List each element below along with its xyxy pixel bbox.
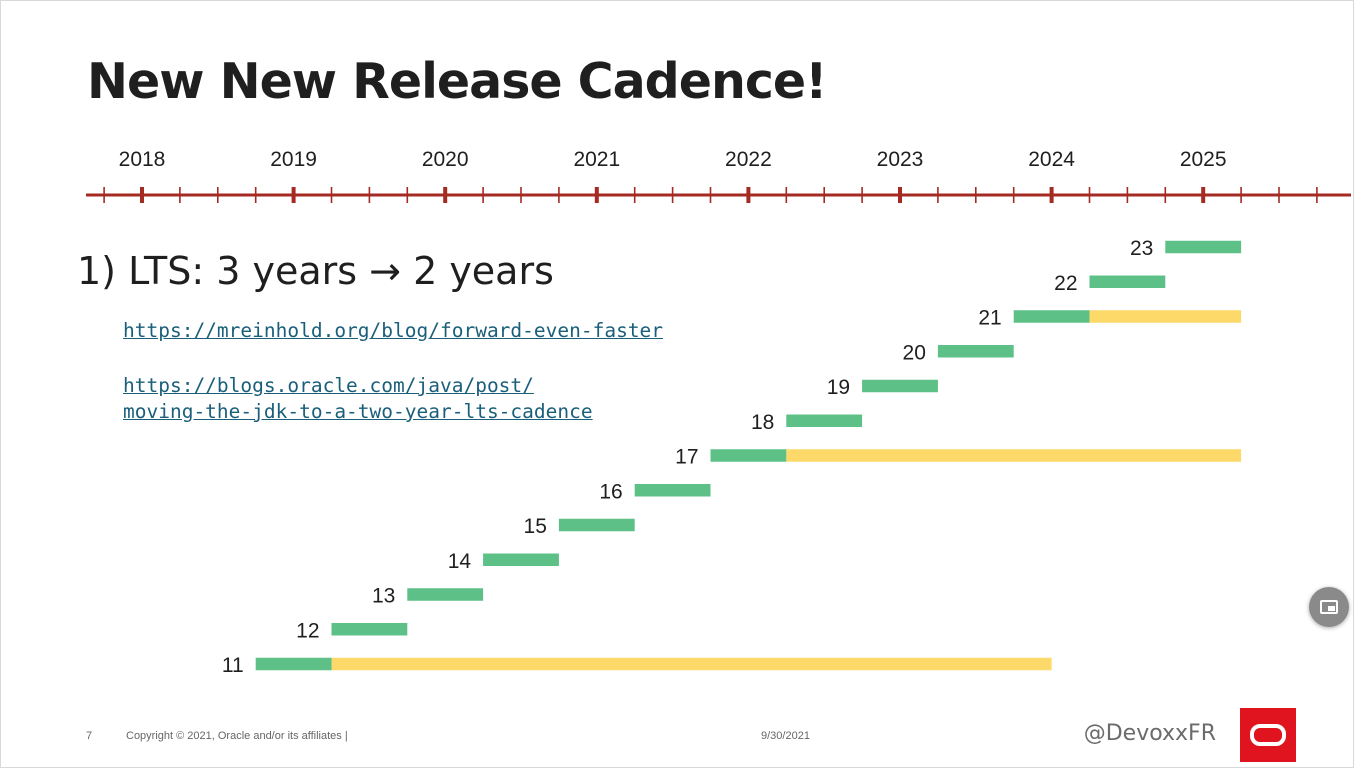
release-version-label: 17 <box>675 446 698 469</box>
copyright-text: Copyright © 2021, Oracle and/or its affi… <box>126 730 348 742</box>
release-bar <box>331 623 408 636</box>
release-bar <box>862 379 938 393</box>
lts-support-bar <box>786 449 1242 462</box>
release-bar <box>255 657 332 671</box>
picture-in-picture-button[interactable] <box>1309 587 1349 627</box>
twitter-handle: @DevoxxFR <box>1083 721 1216 746</box>
release-version-label: 12 <box>296 619 319 642</box>
slide-title: New New Release Cadence! <box>87 53 827 110</box>
link-two-year-lts-line1[interactable]: https://blogs.oracle.com/java/post/ <box>123 374 534 397</box>
release-bar <box>1165 240 1242 254</box>
release-version-label: 23 <box>1130 237 1153 260</box>
year-tick-label: 2019 <box>270 148 317 171</box>
release-bar <box>710 449 787 462</box>
release-version-label: 14 <box>448 550 472 573</box>
page-number: 7 <box>86 730 93 742</box>
release-bar <box>558 518 635 532</box>
release-bar <box>1089 275 1166 288</box>
release-bar <box>407 588 484 601</box>
release-version-label: 13 <box>372 585 395 608</box>
year-tick-label: 2025 <box>1180 148 1227 171</box>
year-tick-label: 2020 <box>422 148 469 171</box>
release-timeline-chart: 2018 2019 2020 2021 2022 2023 2024 202511121314… <box>86 148 1351 677</box>
picture-in-picture-icon <box>1320 600 1338 614</box>
release-version-label: 22 <box>1054 272 1077 295</box>
year-tick-label: 2024 <box>1028 148 1075 171</box>
lts-heading: 1) LTS: 3 years → 2 years <box>77 249 554 293</box>
release-version-label: 15 <box>524 515 547 538</box>
slide-date: 9/30/2021 <box>761 730 810 742</box>
release-version-label: 11 <box>222 654 244 677</box>
link-forward-even-faster[interactable]: https://mreinhold.org/blog/forward-even-… <box>123 319 664 342</box>
oracle-logo-icon <box>1240 708 1296 762</box>
lts-support-bar <box>331 657 1052 671</box>
release-version-label: 19 <box>827 376 850 399</box>
release-version-label: 16 <box>599 480 622 503</box>
release-bar <box>483 553 559 566</box>
release-bar <box>786 414 863 427</box>
year-tick-label: 2023 <box>877 148 924 171</box>
lts-support-bar <box>1089 310 1242 323</box>
release-bar <box>634 484 711 497</box>
release-version-label: 21 <box>978 307 1001 330</box>
year-tick-label: 2022 <box>725 148 772 171</box>
year-tick-label: 2018 <box>119 148 166 171</box>
year-tick-label: 2021 <box>573 148 620 171</box>
release-bar <box>1013 310 1090 323</box>
release-version-label: 20 <box>903 341 926 364</box>
oracle-logo-ring <box>1250 724 1286 746</box>
link-two-year-lts-line2[interactable]: moving-the-jdk-to-a-two-year-lts-cadence <box>123 400 593 423</box>
release-bar <box>937 345 1014 358</box>
release-version-label: 18 <box>751 411 774 434</box>
